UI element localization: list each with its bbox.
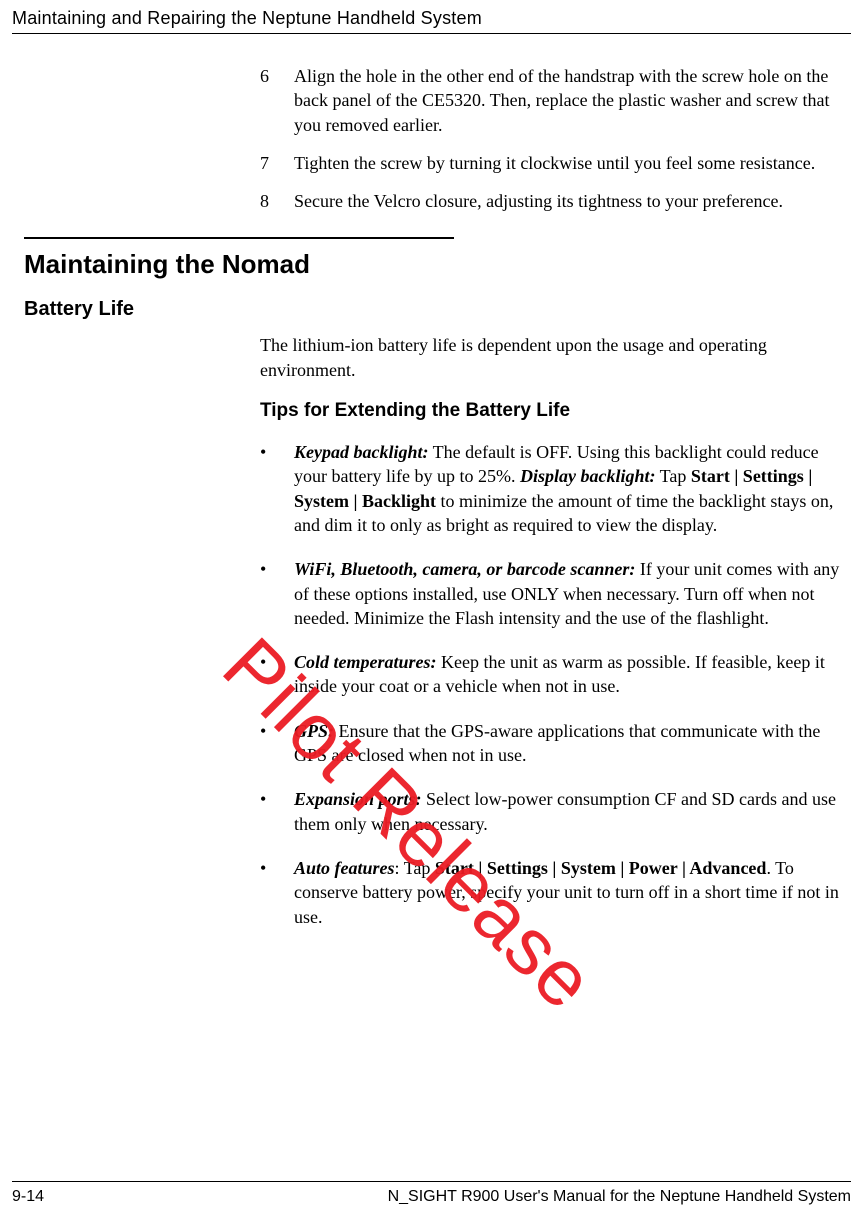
- step-text: Tighten the screw by turning it clockwis…: [294, 151, 849, 175]
- list-item: • Cold temperatures: Keep the unit as wa…: [260, 650, 849, 699]
- bullet-dot: •: [260, 787, 294, 836]
- bullet-lead: Keypad backlight:: [294, 442, 428, 462]
- page-content: 6 Align the hole in the other end of the…: [0, 34, 863, 929]
- bullet-lead: WiFi, Bluetooth, camera, or barcode scan…: [294, 559, 635, 579]
- bullet-text: Cold temperatures: Keep the unit as warm…: [294, 650, 849, 699]
- step-number: 7: [260, 151, 294, 175]
- list-item: • WiFi, Bluetooth, camera, or barcode sc…: [260, 557, 849, 630]
- list-item: • Expansion ports: Select low-power cons…: [260, 787, 849, 836]
- bullet-lead: Cold temperatures:: [294, 652, 437, 672]
- list-item: • Auto features: Tap Start | Settings | …: [260, 856, 849, 929]
- body-block: The lithium-ion battery life is dependen…: [260, 333, 849, 928]
- bullet-dot: •: [260, 557, 294, 630]
- bullet-dot: •: [260, 719, 294, 768]
- step-text: Align the hole in the other end of the h…: [294, 64, 849, 137]
- bullet-body: : Tap: [395, 858, 435, 878]
- bullet-body: Tap: [655, 466, 690, 486]
- intro-paragraph: The lithium-ion battery life is dependen…: [260, 333, 849, 382]
- running-header: Maintaining and Repairing the Neptune Ha…: [0, 0, 863, 33]
- bullet-dot: •: [260, 650, 294, 699]
- step-item: 6 Align the hole in the other end of the…: [260, 64, 849, 137]
- bullet-lead: GPS:: [294, 721, 334, 741]
- step-number: 6: [260, 64, 294, 137]
- bullet-text: Expansion ports: Select low-power consum…: [294, 787, 849, 836]
- bullet-list: • Keypad backlight: The default is OFF. …: [260, 440, 849, 929]
- step-number: 8: [260, 189, 294, 213]
- step-item: 7 Tighten the screw by turning it clockw…: [260, 151, 849, 175]
- page-footer: 9-14 N_SIGHT R900 User's Manual for the …: [12, 1181, 851, 1206]
- list-item: • GPS: Ensure that the GPS-aware applica…: [260, 719, 849, 768]
- bullet-lead2: Display backlight:: [520, 466, 656, 486]
- section-rule: [24, 237, 454, 239]
- bullet-text: Keypad backlight: The default is OFF. Us…: [294, 440, 849, 537]
- bullet-lead: Auto features: [294, 858, 395, 878]
- bullet-text: Auto features: Tap Start | Settings | Sy…: [294, 856, 849, 929]
- step-item: 8 Secure the Velcro closure, adjusting i…: [260, 189, 849, 213]
- page-number: 9-14: [12, 1188, 44, 1206]
- bullet-bold-path: Start | Settings | System | Power | Adva…: [435, 858, 767, 878]
- tips-heading: Tips for Extending the Battery Life: [260, 400, 849, 422]
- section-heading: Maintaining the Nomad: [24, 249, 851, 280]
- bullet-text: GPS: Ensure that the GPS-aware applicati…: [294, 719, 849, 768]
- subsection-heading: Battery Life: [24, 298, 851, 321]
- numbered-steps: 6 Align the hole in the other end of the…: [260, 64, 849, 213]
- bullet-body: Ensure that the GPS-aware applications t…: [294, 721, 820, 765]
- bullet-text: WiFi, Bluetooth, camera, or barcode scan…: [294, 557, 849, 630]
- bullet-dot: •: [260, 856, 294, 929]
- bullet-dot: •: [260, 440, 294, 537]
- list-item: • Keypad backlight: The default is OFF. …: [260, 440, 849, 537]
- footer-title: N_SIGHT R900 User's Manual for the Neptu…: [388, 1188, 851, 1206]
- bullet-lead: Expansion ports:: [294, 789, 422, 809]
- step-text: Secure the Velcro closure, adjusting its…: [294, 189, 849, 213]
